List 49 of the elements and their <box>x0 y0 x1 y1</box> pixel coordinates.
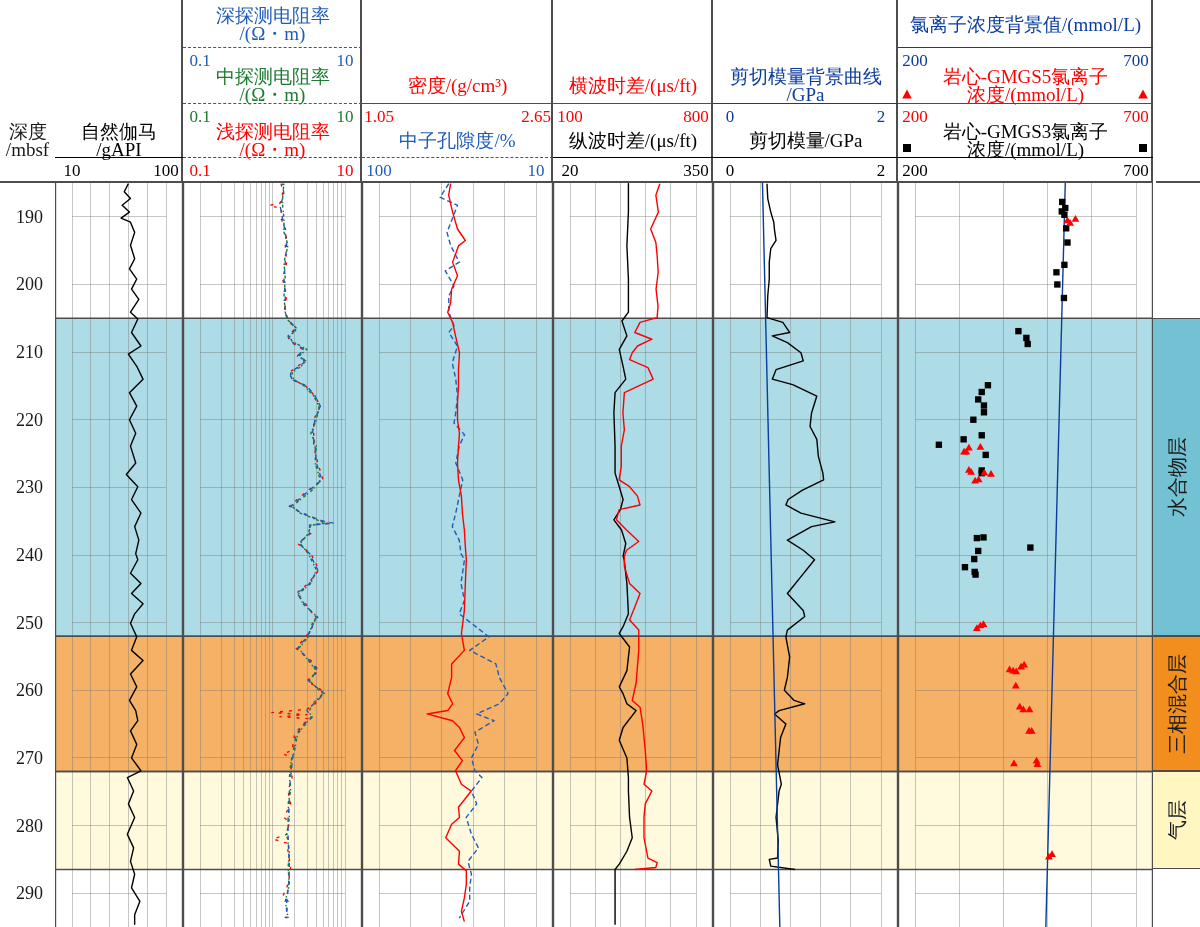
y-tick-label: 240 <box>16 545 43 565</box>
text: 0.1 <box>189 107 211 126</box>
x-tick-label: 100 <box>153 161 179 180</box>
y-tick-label: 290 <box>16 883 43 904</box>
y-tick-label: 280 <box>16 815 43 836</box>
y-axis-title: 深度 /mbsf <box>5 121 50 160</box>
x-axis-title: 剪切模量/GPa <box>748 129 863 151</box>
y-tick-label: 260 <box>16 680 43 701</box>
band-label: 水合物层 <box>1165 437 1188 518</box>
x-tick-label: 2 <box>876 161 886 180</box>
x2-tick-label: 100 <box>557 107 583 126</box>
x-tick-label: 10 <box>336 51 354 70</box>
x-tick-label: 20 <box>561 161 579 180</box>
x2-axis-title: 密度/(g/cm³) <box>407 74 508 96</box>
band-label: 三相混合层 <box>1165 653 1188 754</box>
text: 中探测电阻率 /(Ω・m) <box>215 65 330 105</box>
text: 10 <box>336 107 354 126</box>
x2-axis-title: 岩心-GMGS5氯离子浓度/(mmol/L) <box>941 65 1110 105</box>
x-axis-title: 中子孔隙度/% <box>399 129 516 151</box>
x-tick-label: 10 <box>527 161 545 180</box>
text: 700 <box>1123 107 1149 126</box>
x-tick-label: 10 <box>63 161 81 180</box>
band-label: 气层 <box>1165 800 1188 841</box>
x-axis-title: 纵波时差/(μs/ft) <box>568 129 698 151</box>
y-tick-label: 230 <box>16 477 43 498</box>
text: 深探测电阻率 /(Ω・m) <box>215 4 330 44</box>
y-tick-label: 220 <box>16 409 43 430</box>
y-tick-label: 200 <box>16 274 43 295</box>
x-tick-label: 0 <box>725 161 735 180</box>
y-tick-label: 250 <box>16 612 43 633</box>
y-tick-label: 270 <box>16 747 43 768</box>
x2-tick-label: 0 <box>725 107 735 126</box>
x2-axis-title: 剪切模量背景曲线 /GPa <box>729 65 882 105</box>
x-axis-title: 自然伽马 /gAPI <box>81 120 157 160</box>
x2-tick-label: 1.05 <box>364 107 394 126</box>
x-tick-label: 700 <box>1123 51 1149 70</box>
x2-axis-title: 横波时差/(μs/ft) <box>568 74 698 96</box>
x2-tick-label: 2 <box>876 107 886 126</box>
x-tick-label: 0.1 <box>189 51 211 70</box>
y-tick-label: 210 <box>16 342 43 363</box>
x-tick-label: 350 <box>683 161 709 180</box>
x2-tick-label: 2.65 <box>521 107 551 126</box>
text: 氯离子浓度背景值/(mmol/L) <box>909 13 1142 35</box>
x-tick-label: 200 <box>902 51 928 70</box>
x-axis-title: 浅探测电阻率 /(Ω・m) <box>215 120 330 160</box>
x-tick-label: 100 <box>366 161 392 180</box>
x2-tick-label: 800 <box>683 107 709 126</box>
text: 200 <box>902 107 928 126</box>
y-tick-label: 190 <box>16 206 43 227</box>
